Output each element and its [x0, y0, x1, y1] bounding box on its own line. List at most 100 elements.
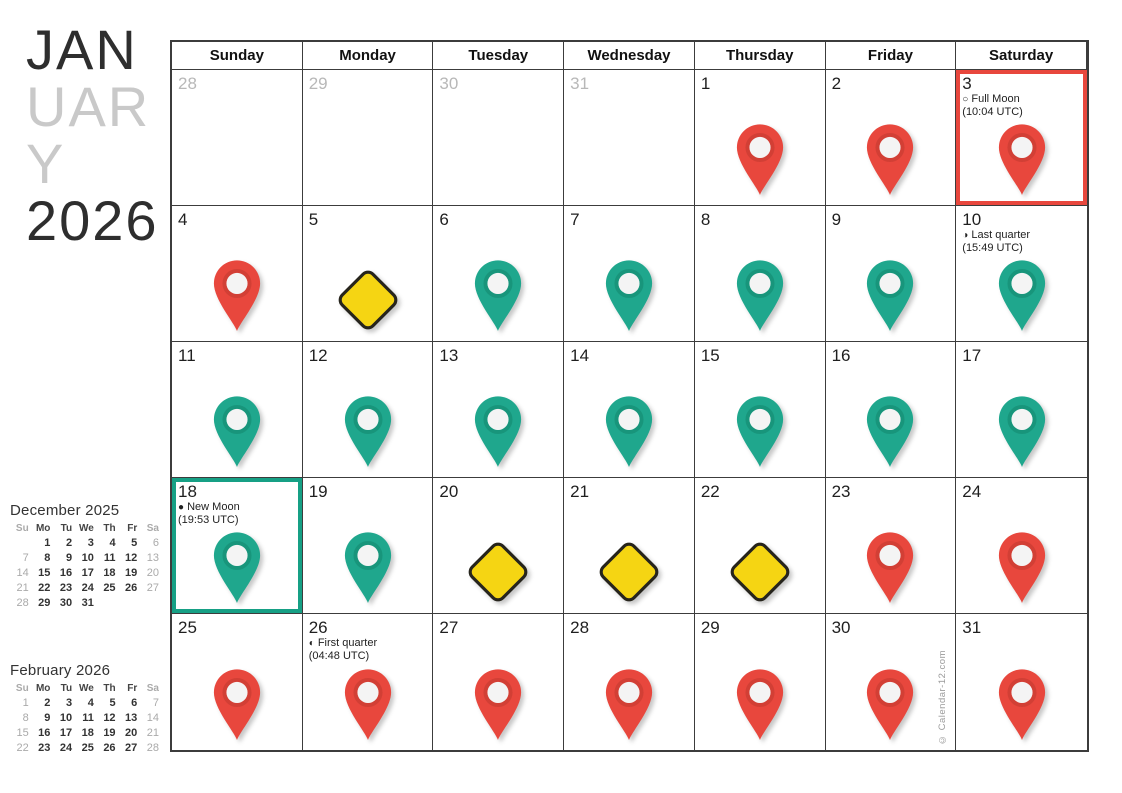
- mini-day-27[interactable]: 27: [146, 582, 159, 594]
- day-cell-12[interactable]: 12: [302, 342, 434, 478]
- mini-day-13[interactable]: 13: [146, 552, 159, 564]
- mini-day-12[interactable]: 12: [125, 552, 138, 564]
- day-cell-21[interactable]: 21: [564, 478, 695, 614]
- mini-day-5[interactable]: 5: [109, 697, 116, 709]
- mini-day-16[interactable]: 16: [38, 727, 51, 739]
- mini-day-20[interactable]: 20: [146, 567, 159, 579]
- mini-day-2[interactable]: 2: [44, 697, 51, 709]
- day-cell-prev-28[interactable]: 28: [172, 70, 303, 206]
- mini-day-4[interactable]: 4: [87, 697, 94, 709]
- day-cell-7[interactable]: 7: [564, 206, 695, 342]
- mini-day-14[interactable]: 14: [16, 567, 29, 579]
- mini-day-21[interactable]: 21: [146, 727, 159, 739]
- mini-day-18[interactable]: 18: [103, 567, 116, 579]
- mini-day-16[interactable]: 16: [59, 567, 73, 579]
- mini-day-9[interactable]: 9: [66, 552, 73, 564]
- day-cell-14[interactable]: 14: [564, 342, 695, 478]
- day-cell-10[interactable]: 10 ◑ Last quarter (15:49 UTC): [956, 206, 1087, 342]
- day-cell-27[interactable]: 27: [433, 614, 565, 750]
- mini-day-15[interactable]: 15: [16, 727, 29, 739]
- mini-day-27[interactable]: 27: [125, 742, 138, 754]
- mini-day-24[interactable]: 24: [81, 582, 94, 594]
- mini-day-1[interactable]: 1: [44, 537, 51, 549]
- mini-day-15[interactable]: 15: [38, 567, 51, 579]
- mini-calendar-title[interactable]: December 2025: [10, 502, 120, 519]
- mini-day-7[interactable]: 7: [22, 552, 29, 564]
- day-cell-19[interactable]: 19: [302, 478, 434, 614]
- day-cell-25[interactable]: 25: [172, 614, 303, 750]
- day-cell-15[interactable]: 15: [694, 342, 826, 478]
- mini-day-3[interactable]: 3: [66, 697, 73, 709]
- mini-day-17[interactable]: 17: [81, 567, 94, 579]
- mini-day-11[interactable]: 11: [103, 552, 116, 564]
- mini-day-23[interactable]: 23: [59, 582, 73, 594]
- day-cell-20[interactable]: 20: [433, 478, 565, 614]
- mini-day-30[interactable]: 30: [59, 597, 73, 609]
- mini-day-28[interactable]: 28: [16, 597, 29, 609]
- day-cell-6[interactable]: 6: [433, 206, 565, 342]
- mini-day-7[interactable]: 7: [152, 697, 159, 709]
- day-cell-1[interactable]: 1: [694, 70, 826, 206]
- mini-day-8[interactable]: 8: [44, 552, 51, 564]
- mini-calendar-december[interactable]: December 2025 Su Mo Tu We Th Fr Sa 1 2 3 4 5 6 7 8 9 10 11…: [10, 502, 162, 610]
- day-cell-29[interactable]: 29: [694, 614, 826, 750]
- day-cell-17[interactable]: 17: [956, 342, 1087, 478]
- day-marker: [956, 393, 1087, 471]
- mini-day-9[interactable]: 9: [44, 712, 51, 724]
- mini-day-10[interactable]: 10: [81, 552, 94, 564]
- mini-day-8[interactable]: 8: [22, 712, 29, 724]
- mini-day-2[interactable]: 2: [66, 537, 73, 549]
- day-cell-5[interactable]: 5: [302, 206, 434, 342]
- mini-day-11[interactable]: 11: [82, 712, 94, 724]
- mini-day-13[interactable]: 13: [125, 712, 138, 724]
- mini-day-14[interactable]: 14: [146, 712, 159, 724]
- day-cell-3[interactable]: 3 ○ Full Moon (10:04 UTC): [956, 70, 1087, 206]
- mini-calendar-february[interactable]: February 2026 Su Mo Tu We Th Fr Sa 1 2 3 4 5 6 7 8 9 10 11…: [10, 662, 162, 755]
- day-number: 2: [831, 74, 842, 93]
- mini-day-20[interactable]: 20: [125, 727, 138, 739]
- day-cell-26[interactable]: 26 ◐ First quarter (04:48 UTC): [302, 614, 434, 750]
- mini-day-24[interactable]: 24: [59, 742, 73, 754]
- mini-day-5[interactable]: 5: [131, 537, 138, 549]
- day-cell-prev-30[interactable]: 30: [433, 70, 565, 206]
- mini-day-31[interactable]: 31: [81, 597, 94, 609]
- mini-day-4[interactable]: 4: [109, 537, 116, 549]
- day-cell-9[interactable]: 9: [825, 206, 957, 342]
- day-cell-28[interactable]: 28: [564, 614, 695, 750]
- day-cell-11[interactable]: 11: [172, 342, 303, 478]
- day-cell-13[interactable]: 13: [433, 342, 565, 478]
- mini-day-19[interactable]: 19: [125, 567, 138, 579]
- mini-day-28[interactable]: 28: [146, 742, 159, 754]
- day-cell-23[interactable]: 23: [825, 478, 957, 614]
- mini-day-25[interactable]: 25: [81, 742, 94, 754]
- day-cell-prev-29[interactable]: 29: [302, 70, 434, 206]
- mini-day-25[interactable]: 25: [103, 582, 116, 594]
- day-cell-8[interactable]: 8: [694, 206, 826, 342]
- day-cell-2[interactable]: 2: [825, 70, 957, 206]
- day-cell-30[interactable]: 30: [825, 614, 957, 750]
- day-cell-prev-31[interactable]: 31: [564, 70, 695, 206]
- mini-day-21[interactable]: 21: [16, 582, 29, 594]
- mini-day-10[interactable]: 10: [59, 712, 73, 724]
- mini-day-12[interactable]: 12: [103, 712, 116, 724]
- mini-day-22[interactable]: 22: [16, 742, 29, 754]
- mini-day-3[interactable]: 3: [87, 537, 94, 549]
- day-cell-4[interactable]: 4: [172, 206, 303, 342]
- mini-day-26[interactable]: 26: [103, 742, 116, 754]
- day-cell-24[interactable]: 24: [956, 478, 1087, 614]
- day-cell-16[interactable]: 16: [825, 342, 957, 478]
- mini-day-29[interactable]: 29: [38, 597, 51, 609]
- mini-calendar-title[interactable]: February 2026: [10, 662, 111, 679]
- day-cell-18[interactable]: 18 ● New Moon (19:53 UTC): [172, 478, 303, 614]
- day-cell-31[interactable]: 31: [956, 614, 1087, 750]
- mini-day-23[interactable]: 23: [38, 742, 51, 754]
- mini-day-18[interactable]: 18: [81, 727, 94, 739]
- mini-day-26[interactable]: 26: [125, 582, 138, 594]
- mini-day-6[interactable]: 6: [152, 537, 159, 549]
- mini-day-17[interactable]: 17: [59, 727, 73, 739]
- mini-day-6[interactable]: 6: [131, 697, 138, 709]
- mini-day-1[interactable]: 1: [22, 697, 29, 709]
- mini-day-19[interactable]: 19: [103, 727, 116, 739]
- mini-day-22[interactable]: 22: [38, 582, 51, 594]
- day-cell-22[interactable]: 22: [694, 478, 826, 614]
